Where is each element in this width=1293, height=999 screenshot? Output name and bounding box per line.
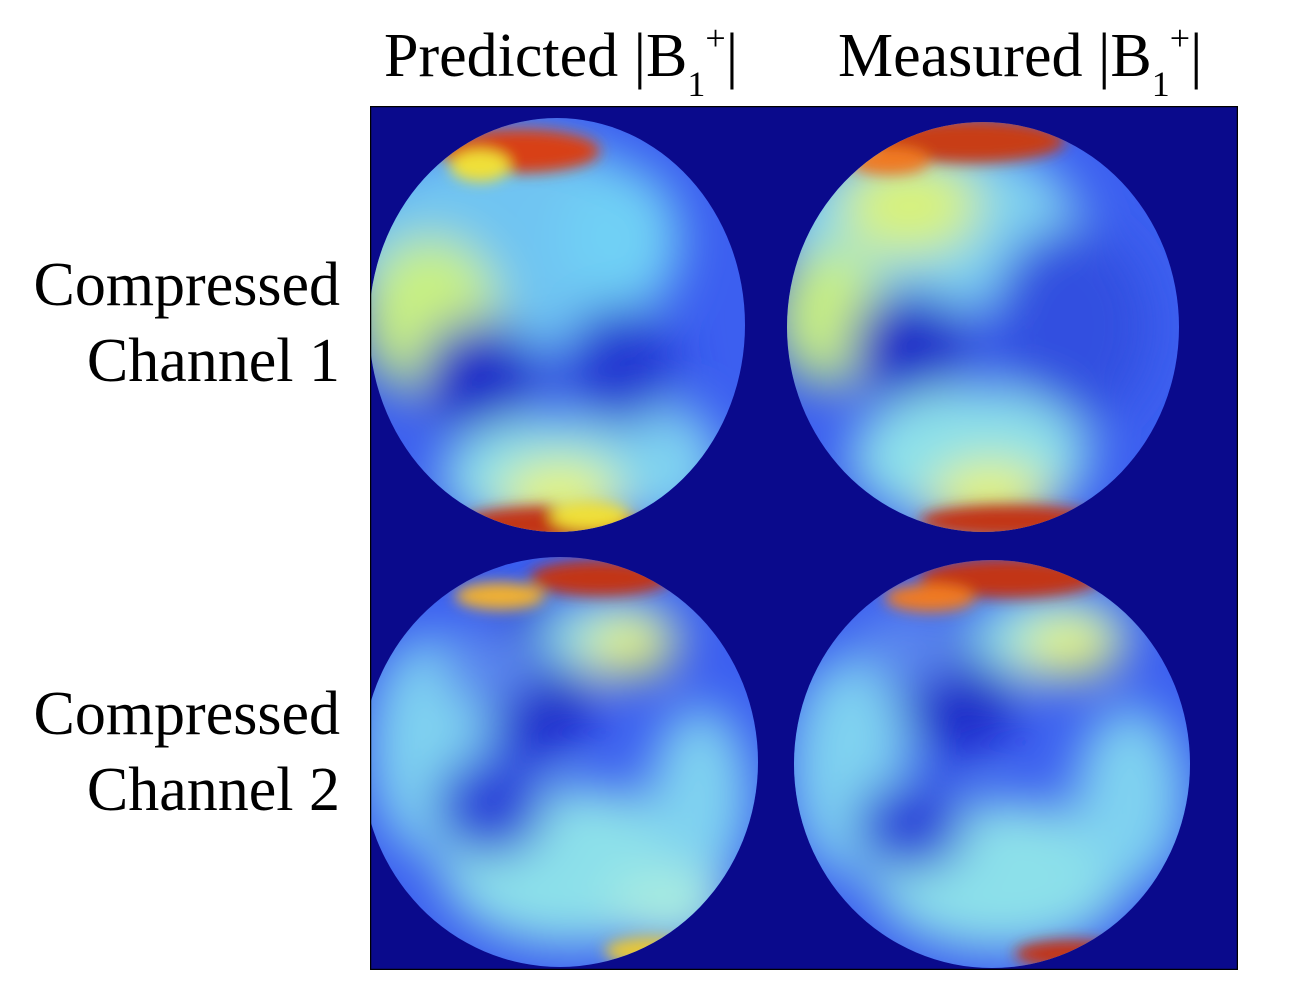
header-text: Predicted |B [384, 22, 688, 90]
header-text: Measured |B [838, 22, 1152, 90]
header-subscript: 1 [1151, 64, 1170, 104]
column-header-predicted: Predicted |B1 +| [384, 18, 739, 104]
row-label-channel-2: Compressed Channel 2 [33, 676, 340, 828]
row-label-channel-1: Compressed Channel 1 [33, 247, 340, 399]
row-label-line: Compressed [33, 680, 340, 748]
map-predicted-channel-1 [370, 118, 745, 532]
b1-map-figure [370, 106, 1238, 970]
row-label-line: Compressed [33, 251, 340, 319]
header-superscript: + [705, 18, 726, 58]
row-label-line: Channel 1 [86, 327, 340, 395]
header-subscript: 1 [687, 64, 706, 104]
header-suffix: | [1190, 22, 1203, 90]
image-frame [370, 106, 1238, 970]
row-label-line: Channel 2 [86, 756, 340, 824]
header-superscript: + [1169, 18, 1191, 58]
map-predicted-channel-2 [370, 557, 758, 967]
column-header-measured: Measured |B1 +| [838, 18, 1203, 104]
header-suffix: | [725, 22, 739, 90]
map-measured-channel-2 [794, 560, 1190, 968]
